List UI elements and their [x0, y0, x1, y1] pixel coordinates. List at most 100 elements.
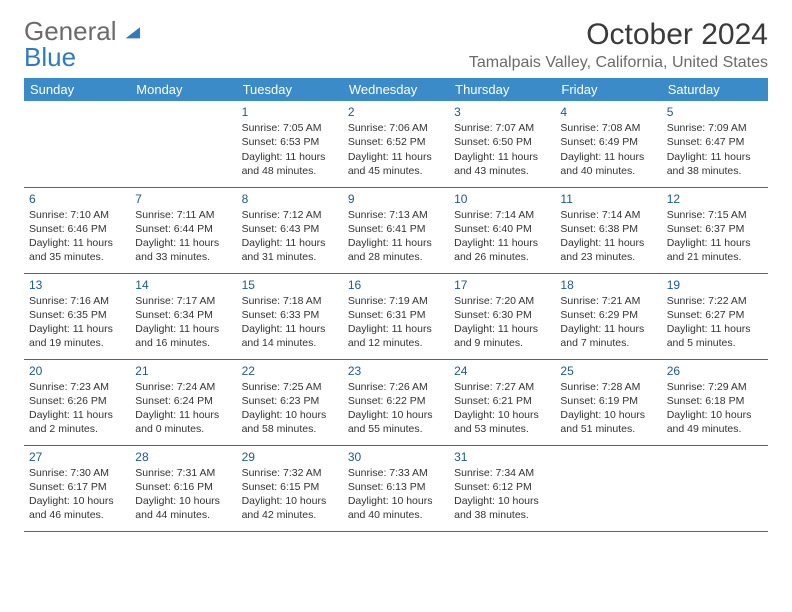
day-header: Thursday	[449, 78, 555, 101]
sunrise-text: Sunrise: 7:07 AM	[454, 121, 550, 135]
month-title: October 2024	[469, 18, 768, 52]
sunrise-text: Sunrise: 7:22 AM	[667, 294, 763, 308]
sunset-text: Sunset: 6:50 PM	[454, 135, 550, 149]
sunrise-text: Sunrise: 7:32 AM	[242, 466, 338, 480]
daylight-text: Daylight: 11 hours and 26 minutes.	[454, 236, 550, 264]
sunset-text: Sunset: 6:33 PM	[242, 308, 338, 322]
header: GeneralBlue October 2024 Tamalpais Valle…	[24, 18, 768, 72]
sunset-text: Sunset: 6:15 PM	[242, 480, 338, 494]
sunrise-text: Sunrise: 7:13 AM	[348, 208, 444, 222]
daylight-text: Daylight: 11 hours and 28 minutes.	[348, 236, 444, 264]
sunset-text: Sunset: 6:38 PM	[560, 222, 656, 236]
day-number: 1	[242, 104, 338, 120]
day-number: 25	[560, 363, 656, 379]
calendar-cell: 30Sunrise: 7:33 AMSunset: 6:13 PMDayligh…	[343, 445, 449, 531]
daylight-text: Daylight: 11 hours and 38 minutes.	[667, 150, 763, 178]
daylight-text: Daylight: 10 hours and 51 minutes.	[560, 408, 656, 436]
day-number: 16	[348, 277, 444, 293]
calendar-table: SundayMondayTuesdayWednesdayThursdayFrid…	[24, 78, 768, 532]
daylight-text: Daylight: 11 hours and 35 minutes.	[29, 236, 125, 264]
sunset-text: Sunset: 6:31 PM	[348, 308, 444, 322]
sunrise-text: Sunrise: 7:23 AM	[29, 380, 125, 394]
daylight-text: Daylight: 11 hours and 0 minutes.	[135, 408, 231, 436]
calendar-week: 20Sunrise: 7:23 AMSunset: 6:26 PMDayligh…	[24, 359, 768, 445]
day-number: 12	[667, 191, 763, 207]
daylight-text: Daylight: 11 hours and 9 minutes.	[454, 322, 550, 350]
calendar-cell: 5Sunrise: 7:09 AMSunset: 6:47 PMDaylight…	[662, 101, 768, 187]
day-number: 6	[29, 191, 125, 207]
sunset-text: Sunset: 6:47 PM	[667, 135, 763, 149]
sunset-text: Sunset: 6:37 PM	[667, 222, 763, 236]
day-number: 22	[242, 363, 338, 379]
day-number: 14	[135, 277, 231, 293]
daylight-text: Daylight: 11 hours and 23 minutes.	[560, 236, 656, 264]
sunset-text: Sunset: 6:34 PM	[135, 308, 231, 322]
calendar-cell: 28Sunrise: 7:31 AMSunset: 6:16 PMDayligh…	[130, 445, 236, 531]
day-number: 19	[667, 277, 763, 293]
sunrise-text: Sunrise: 7:24 AM	[135, 380, 231, 394]
sunset-text: Sunset: 6:40 PM	[454, 222, 550, 236]
calendar-cell: 13Sunrise: 7:16 AMSunset: 6:35 PMDayligh…	[24, 273, 130, 359]
sunrise-text: Sunrise: 7:27 AM	[454, 380, 550, 394]
day-number: 4	[560, 104, 656, 120]
daylight-text: Daylight: 10 hours and 58 minutes.	[242, 408, 338, 436]
sunset-text: Sunset: 6:41 PM	[348, 222, 444, 236]
calendar-cell: 10Sunrise: 7:14 AMSunset: 6:40 PMDayligh…	[449, 187, 555, 273]
calendar-cell: 21Sunrise: 7:24 AMSunset: 6:24 PMDayligh…	[130, 359, 236, 445]
calendar-cell: 1Sunrise: 7:05 AMSunset: 6:53 PMDaylight…	[237, 101, 343, 187]
day-number: 29	[242, 449, 338, 465]
calendar-cell: 12Sunrise: 7:15 AMSunset: 6:37 PMDayligh…	[662, 187, 768, 273]
daylight-text: Daylight: 10 hours and 44 minutes.	[135, 494, 231, 522]
sunset-text: Sunset: 6:21 PM	[454, 394, 550, 408]
location: Tamalpais Valley, California, United Sta…	[469, 54, 768, 72]
calendar-cell: 23Sunrise: 7:26 AMSunset: 6:22 PMDayligh…	[343, 359, 449, 445]
day-header: Saturday	[662, 78, 768, 101]
sunset-text: Sunset: 6:24 PM	[135, 394, 231, 408]
daylight-text: Daylight: 10 hours and 46 minutes.	[29, 494, 125, 522]
sunrise-text: Sunrise: 7:26 AM	[348, 380, 444, 394]
calendar-cell: 22Sunrise: 7:25 AMSunset: 6:23 PMDayligh…	[237, 359, 343, 445]
day-header: Friday	[555, 78, 661, 101]
calendar-cell: 31Sunrise: 7:34 AMSunset: 6:12 PMDayligh…	[449, 445, 555, 531]
daylight-text: Daylight: 11 hours and 33 minutes.	[135, 236, 231, 264]
sunset-text: Sunset: 6:49 PM	[560, 135, 656, 149]
logo-word2: Blue	[24, 42, 76, 72]
daylight-text: Daylight: 11 hours and 2 minutes.	[29, 408, 125, 436]
day-number: 13	[29, 277, 125, 293]
sunset-text: Sunset: 6:27 PM	[667, 308, 763, 322]
day-number: 24	[454, 363, 550, 379]
sunrise-text: Sunrise: 7:18 AM	[242, 294, 338, 308]
sunrise-text: Sunrise: 7:31 AM	[135, 466, 231, 480]
daylight-text: Daylight: 11 hours and 45 minutes.	[348, 150, 444, 178]
day-number: 9	[348, 191, 444, 207]
sunrise-text: Sunrise: 7:11 AM	[135, 208, 231, 222]
day-number: 3	[454, 104, 550, 120]
calendar-cell: 29Sunrise: 7:32 AMSunset: 6:15 PMDayligh…	[237, 445, 343, 531]
calendar-cell	[130, 101, 236, 187]
sunset-text: Sunset: 6:52 PM	[348, 135, 444, 149]
day-number: 18	[560, 277, 656, 293]
calendar-cell: 17Sunrise: 7:20 AMSunset: 6:30 PMDayligh…	[449, 273, 555, 359]
day-number: 5	[667, 104, 763, 120]
sunset-text: Sunset: 6:43 PM	[242, 222, 338, 236]
calendar-header-row: SundayMondayTuesdayWednesdayThursdayFrid…	[24, 78, 768, 101]
calendar-cell: 8Sunrise: 7:12 AMSunset: 6:43 PMDaylight…	[237, 187, 343, 273]
daylight-text: Daylight: 11 hours and 40 minutes.	[560, 150, 656, 178]
daylight-text: Daylight: 11 hours and 5 minutes.	[667, 322, 763, 350]
daylight-text: Daylight: 11 hours and 48 minutes.	[242, 150, 338, 178]
day-number: 17	[454, 277, 550, 293]
daylight-text: Daylight: 10 hours and 53 minutes.	[454, 408, 550, 436]
sunrise-text: Sunrise: 7:09 AM	[667, 121, 763, 135]
calendar-cell: 19Sunrise: 7:22 AMSunset: 6:27 PMDayligh…	[662, 273, 768, 359]
day-number: 10	[454, 191, 550, 207]
calendar-week: 6Sunrise: 7:10 AMSunset: 6:46 PMDaylight…	[24, 187, 768, 273]
calendar-week: 1Sunrise: 7:05 AMSunset: 6:53 PMDaylight…	[24, 101, 768, 187]
sunrise-text: Sunrise: 7:21 AM	[560, 294, 656, 308]
daylight-text: Daylight: 11 hours and 16 minutes.	[135, 322, 231, 350]
logo-sail-icon	[121, 16, 143, 46]
day-number: 30	[348, 449, 444, 465]
sunset-text: Sunset: 6:12 PM	[454, 480, 550, 494]
sunrise-text: Sunrise: 7:20 AM	[454, 294, 550, 308]
day-number: 28	[135, 449, 231, 465]
day-number: 23	[348, 363, 444, 379]
